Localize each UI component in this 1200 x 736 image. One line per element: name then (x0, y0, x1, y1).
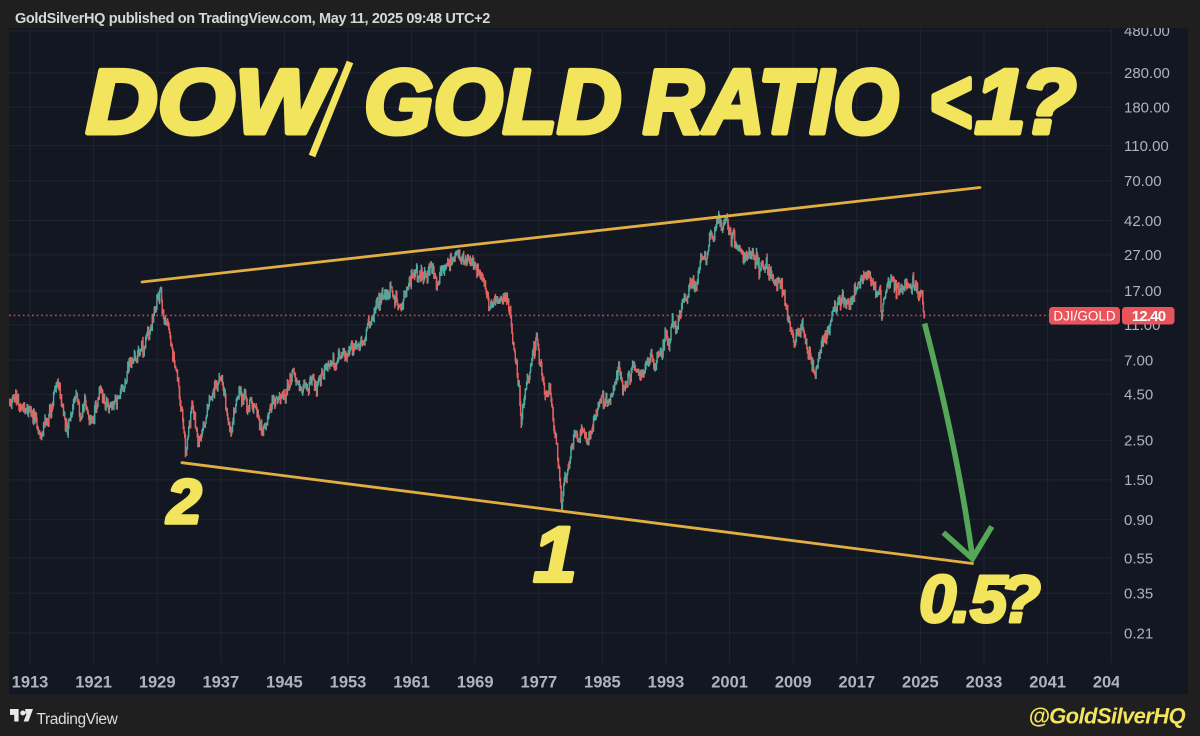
svg-text:1969: 1969 (457, 674, 494, 692)
svg-text:2033: 2033 (966, 674, 1003, 692)
svg-text:17.00: 17.00 (1124, 283, 1162, 300)
svg-text:180.00: 180.00 (1124, 100, 1170, 117)
svg-text:RATIO: RATIO (643, 51, 899, 153)
svg-text:2001: 2001 (711, 674, 748, 692)
svg-text:2017: 2017 (838, 674, 875, 692)
svg-text:DJI/GOLD: DJI/GOLD (1053, 308, 1116, 323)
svg-text:0.5?: 0.5? (919, 562, 1041, 637)
svg-text:1961: 1961 (393, 674, 430, 692)
svg-text:4.50: 4.50 (1124, 387, 1153, 404)
svg-text:2.50: 2.50 (1124, 433, 1153, 450)
svg-text:110.00: 110.00 (1124, 138, 1169, 155)
svg-text:1921: 1921 (75, 674, 112, 692)
svg-text:1.50: 1.50 (1124, 472, 1153, 489)
svg-text:480.00: 480.00 (1124, 23, 1170, 40)
svg-text:1913: 1913 (12, 674, 49, 692)
svg-text:1945: 1945 (266, 674, 303, 692)
svg-text:<: < (929, 51, 972, 153)
svg-text:1953: 1953 (330, 674, 367, 692)
svg-text:2049: 2049 (1093, 674, 1130, 692)
svg-text:1937: 1937 (202, 674, 239, 692)
svg-text:2041: 2041 (1029, 674, 1066, 692)
svg-text:GOLD: GOLD (364, 51, 622, 153)
svg-text:0.35: 0.35 (1124, 586, 1153, 603)
svg-text:27.00: 27.00 (1124, 247, 1162, 264)
svg-text:280.00: 280.00 (1124, 65, 1170, 82)
svg-text:12.40: 12.40 (1132, 308, 1166, 325)
svg-text:1977: 1977 (520, 674, 557, 692)
svg-text:@GoldSilverHQ: @GoldSilverHQ (1028, 703, 1185, 728)
svg-text:1985: 1985 (584, 674, 621, 692)
svg-text:TradingView: TradingView (37, 711, 119, 728)
svg-text:GoldSilverHQ published on Trad: GoldSilverHQ published on TradingView.co… (15, 11, 490, 27)
svg-text:7.00: 7.00 (1124, 352, 1153, 369)
svg-text:0.21: 0.21 (1124, 625, 1153, 642)
svg-text:1929: 1929 (139, 674, 176, 692)
svg-text:2025: 2025 (902, 674, 939, 692)
svg-text:1: 1 (533, 510, 577, 599)
svg-text:DOW: DOW (86, 52, 336, 153)
svg-text:0.90: 0.90 (1124, 512, 1153, 529)
svg-text:1993: 1993 (648, 674, 685, 692)
svg-text:42.00: 42.00 (1124, 213, 1162, 230)
svg-text:2009: 2009 (775, 674, 812, 692)
svg-text:1?: 1? (975, 52, 1075, 153)
svg-text:0.55: 0.55 (1124, 550, 1153, 567)
svg-text:2: 2 (166, 468, 201, 537)
svg-text:70.00: 70.00 (1124, 173, 1162, 190)
